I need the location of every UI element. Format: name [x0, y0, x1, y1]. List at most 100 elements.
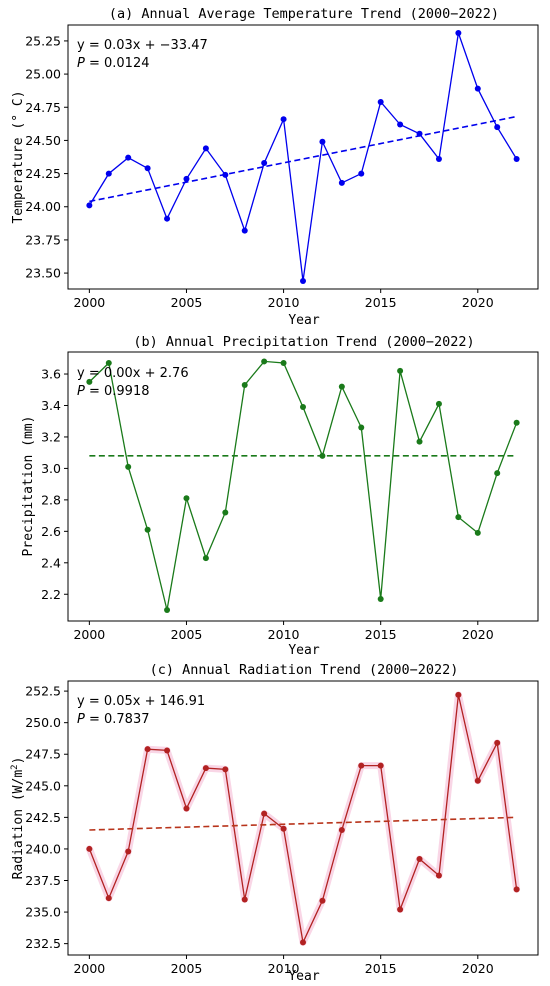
- data-point: [397, 121, 404, 128]
- data-point: [416, 856, 423, 863]
- y-tick-label: 240.0: [25, 841, 61, 856]
- y-tick-label: 3.6: [41, 367, 61, 382]
- x-tick-label: 2000: [73, 627, 105, 642]
- x-tick-label: 2010: [268, 627, 300, 642]
- x-tick-label: 2020: [462, 627, 494, 642]
- data-point: [280, 360, 287, 367]
- data-point: [144, 165, 151, 172]
- data-point: [338, 179, 345, 186]
- data-point: [474, 85, 481, 92]
- data-point: [164, 606, 171, 613]
- y-tick-label: 252.5: [25, 684, 61, 699]
- data-point: [144, 746, 151, 753]
- data-point: [358, 762, 365, 769]
- x-tick-label: 2005: [171, 627, 203, 642]
- data-point: [494, 124, 501, 131]
- data-point: [86, 202, 93, 209]
- x-tick-label: 2000: [73, 961, 105, 976]
- data-point: [125, 848, 132, 855]
- y-tick-label: 23.50: [25, 266, 61, 281]
- chart-title: (c) Annual Radiation Trend (2000−2022): [150, 662, 459, 678]
- chart-title: (a) Annual Average Temperature Trend (20…: [109, 6, 499, 22]
- data-point: [241, 896, 248, 903]
- y-tick-label: 247.5: [25, 747, 61, 762]
- data-point: [416, 438, 423, 445]
- y-tick-label: 25.25: [25, 33, 61, 48]
- data-point: [300, 404, 306, 411]
- data-point: [86, 378, 93, 385]
- data-point: [261, 358, 268, 365]
- data-point: [202, 555, 209, 562]
- data-point: [377, 595, 384, 602]
- data-point: [164, 215, 171, 222]
- plot-area: [67, 351, 539, 622]
- data-point: [183, 175, 190, 182]
- data-point: [338, 383, 345, 390]
- data-point: [105, 360, 112, 367]
- data-point: [202, 145, 209, 152]
- plot-area: [67, 24, 539, 290]
- y-axis-label: Radiation (W/m2): [10, 757, 26, 880]
- y-axis-label: Temperature (° C): [11, 90, 26, 223]
- panel-temperature: (a) Annual Average Temperature Trend (20…: [11, 6, 539, 328]
- data-point: [125, 463, 132, 470]
- y-tick-label: 24.75: [25, 100, 61, 115]
- data-point: [261, 159, 268, 166]
- x-tick-label: 2010: [268, 961, 300, 976]
- y-tick-label: 3.4: [41, 398, 61, 413]
- x-tick-label: 2005: [171, 295, 203, 310]
- data-point: [261, 810, 268, 817]
- data-point: [513, 886, 520, 893]
- data-point: [474, 529, 481, 536]
- y-tick-label: 2.8: [41, 492, 61, 507]
- y-tick-label: 237.5: [25, 873, 61, 888]
- y-tick-label: 2.6: [41, 524, 61, 539]
- chart-title: (b) Annual Precipitation Trend (2000−202…: [133, 334, 474, 350]
- y-tick-label: 3.2: [41, 429, 61, 444]
- data-point: [319, 897, 326, 904]
- data-point: [513, 419, 520, 426]
- trend-line: [89, 816, 517, 831]
- data-point: [280, 825, 287, 832]
- x-tick-label: 2020: [462, 961, 494, 976]
- data-point: [183, 805, 190, 812]
- x-axis-label: Year: [288, 313, 319, 328]
- y-tick-label: 250.0: [25, 715, 61, 730]
- data-point: [513, 155, 520, 162]
- data-point: [435, 872, 442, 879]
- data-point: [435, 400, 442, 407]
- x-tick-label: 2005: [171, 961, 203, 976]
- x-tick-label: 2000: [73, 295, 105, 310]
- data-point: [144, 526, 151, 533]
- data-point: [300, 939, 306, 946]
- y-tick-label: 24.25: [25, 166, 61, 181]
- data-point: [358, 424, 365, 431]
- data-point: [377, 762, 384, 769]
- data-point: [455, 514, 462, 521]
- series-line: [88, 360, 518, 611]
- data-point: [125, 154, 132, 161]
- data-point: [338, 826, 345, 833]
- trend-equation: y = 0.05x + 146.91: [77, 694, 205, 709]
- data-point: [397, 367, 404, 374]
- x-axis-label: Year: [288, 643, 319, 658]
- data-point: [455, 691, 462, 698]
- y-axis-label: Precipitation (mm): [21, 416, 36, 557]
- x-tick-label: 2015: [365, 961, 397, 976]
- data-point: [474, 777, 481, 784]
- y-tick-label: 24.00: [25, 199, 61, 214]
- y-tick-label: 235.0: [25, 905, 61, 920]
- y-tick-label: 2.2: [41, 587, 61, 602]
- data-point: [494, 470, 501, 477]
- x-tick-label: 2020: [462, 295, 494, 310]
- y-tick-label: 25.00: [25, 67, 61, 82]
- trend-equation: y = 0.00x + 2.76: [77, 366, 189, 381]
- data-point: [222, 766, 229, 773]
- data-point: [300, 278, 306, 285]
- data-point: [455, 29, 462, 36]
- p-value: P = 0.9918: [77, 384, 150, 399]
- data-point: [105, 170, 112, 177]
- panel-precipitation: (b) Annual Precipitation Trend (2000−202…: [21, 334, 539, 658]
- y-tick-label: 245.0: [25, 778, 61, 793]
